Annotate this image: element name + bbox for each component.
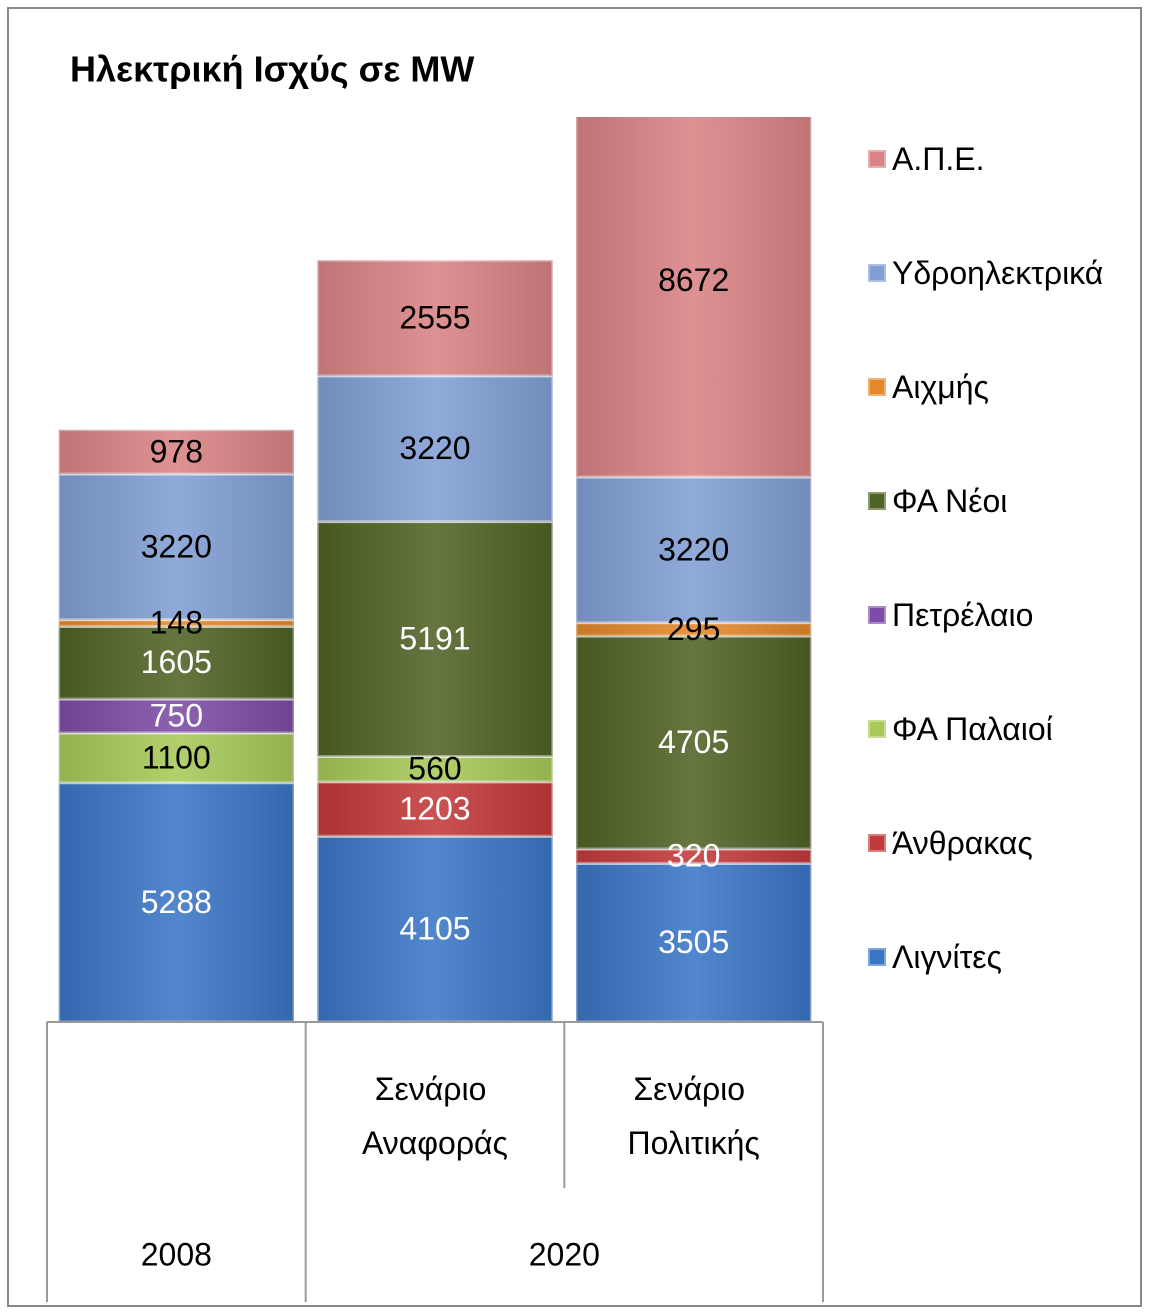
legend-item: Α.Π.Ε. — [868, 132, 1112, 187]
legend-label: Λιγνίτες — [892, 939, 1002, 975]
bar-shine — [317, 836, 553, 1022]
legend-item: Άνθρακας — [868, 816, 1112, 871]
bar-shine — [58, 619, 295, 627]
legend-swatch — [868, 720, 886, 738]
group-label: 2020 — [529, 1236, 600, 1272]
legend-item: Πετρέλαιο — [868, 588, 1112, 643]
bar-shine — [317, 521, 553, 757]
x-tick-label: Σενάριο Πολιτικής — [627, 1071, 759, 1161]
legend-label: Α.Π.Ε. — [892, 141, 985, 177]
data-label: 320 — [667, 838, 720, 874]
data-label: 560 — [408, 751, 461, 787]
bar-shine — [575, 848, 812, 864]
data-label: 1100 — [142, 739, 211, 775]
data-label: 3505 — [658, 924, 729, 960]
data-label: 1605 — [141, 644, 212, 680]
bar-shine — [317, 260, 553, 376]
legend-label: ΦΑ Νέοι — [892, 483, 1008, 519]
legend-swatch — [868, 492, 886, 510]
bar-shine — [575, 636, 812, 849]
legend-swatch — [868, 834, 886, 852]
plot-area — [57, 117, 813, 1024]
data-label: 148 — [150, 604, 203, 640]
legend-item: Υδροηλεκτρικά — [868, 246, 1112, 301]
bar-shine — [575, 117, 812, 477]
data-label: 2555 — [399, 300, 470, 336]
data-label: 8672 — [658, 262, 729, 298]
bar-shine — [317, 375, 553, 522]
chart-border — [7, 7, 1142, 1307]
bar-shine — [575, 476, 812, 623]
legend-label: Υδροηλεκτρικά — [892, 255, 1104, 291]
data-label: 5288 — [141, 884, 212, 920]
data-label: 1203 — [399, 790, 470, 826]
legend-label: Αιχμής — [892, 369, 989, 405]
bar-shine — [575, 863, 812, 1022]
bar-shine — [58, 699, 295, 733]
data-label: 978 — [150, 433, 203, 469]
bar-shine — [58, 732, 295, 783]
bar-shine — [317, 781, 553, 837]
data-label: 5191 — [399, 620, 470, 656]
legend-label: ΦΑ Παλαιοί — [892, 711, 1053, 747]
legend-swatch — [868, 150, 886, 168]
data-label: 3220 — [399, 430, 470, 466]
bar-shine — [317, 756, 553, 782]
data-label: 4105 — [399, 911, 470, 947]
bar-shine — [58, 626, 295, 700]
data-label: 4705 — [658, 724, 729, 760]
x-tick-label: Σενάριο Αναφοράς — [362, 1071, 508, 1161]
group-label: 2008 — [141, 1236, 212, 1272]
legend-swatch — [868, 948, 886, 966]
legend-label: Πετρέλαιο — [892, 597, 1034, 633]
legend-item: ΦΑ Παλαιοί — [868, 702, 1112, 757]
bar-shine — [58, 429, 295, 474]
legend-swatch — [868, 606, 886, 624]
legend-swatch — [868, 378, 886, 396]
data-label: 3220 — [141, 528, 212, 564]
chart-title: Ηλεκτρική Ισχύς σε MW — [70, 49, 474, 90]
legend-item: Αιχμής — [868, 360, 1112, 415]
bar-shine — [575, 622, 812, 637]
data-label: 750 — [150, 697, 203, 733]
data-label: 3220 — [658, 531, 729, 567]
bar-shine — [58, 473, 295, 620]
legend-item: ΦΑ Νέοι — [868, 474, 1112, 529]
legend-swatch — [868, 264, 886, 282]
bar-shine — [58, 782, 295, 1022]
legend-item: Λιγνίτες — [868, 930, 1112, 985]
legend-label: Άνθρακας — [892, 825, 1033, 861]
data-label: 295 — [667, 611, 720, 647]
